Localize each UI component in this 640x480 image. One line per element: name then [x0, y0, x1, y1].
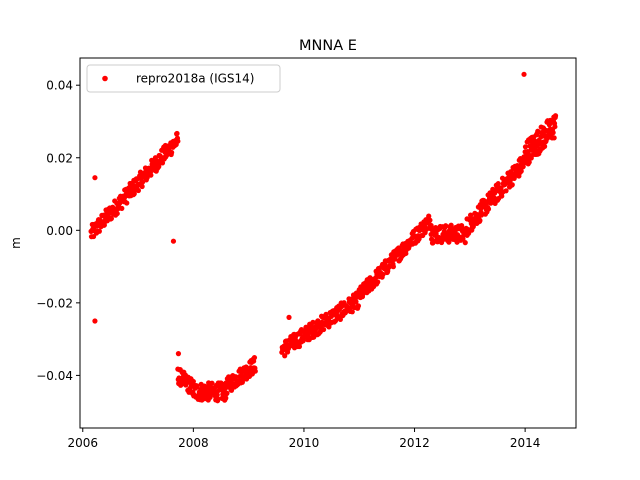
data-point [90, 233, 97, 240]
y-tick-label: 0.04 [46, 79, 73, 93]
data-point [135, 187, 142, 194]
data-point [326, 324, 332, 330]
data-point [375, 279, 381, 285]
y-axis-label: m [9, 237, 23, 249]
data-point [251, 355, 258, 361]
data-point [209, 380, 215, 386]
data-point [542, 143, 548, 149]
x-tick-label: 2012 [399, 436, 430, 450]
outlier-point [92, 175, 98, 181]
data-point [509, 182, 515, 188]
data-point [156, 163, 162, 170]
data-point [215, 396, 221, 402]
data-point [243, 364, 249, 370]
data-point [214, 392, 220, 398]
data-point [233, 374, 239, 380]
data-point [427, 217, 433, 223]
data-point [380, 271, 386, 278]
data-point [108, 215, 115, 222]
data-point [477, 217, 483, 224]
x-axis: 2006 2008 2010 2012 2014 [67, 428, 540, 450]
data-point [503, 188, 509, 194]
data-point [478, 212, 485, 218]
outlier-point [286, 314, 292, 320]
data-point [526, 159, 532, 165]
y-tick-label: 0.02 [46, 151, 73, 165]
data-point [282, 353, 288, 359]
legend-label: repro2018a (IGS14) [136, 72, 254, 86]
x-tick-label: 2010 [289, 436, 320, 450]
legend: repro2018a (IGS14) [86, 64, 281, 93]
plot-frame [79, 57, 577, 429]
data-point [552, 124, 558, 130]
data-point [349, 309, 355, 315]
data-point [252, 368, 258, 374]
data-point [321, 326, 327, 333]
data-points [88, 71, 559, 404]
data-point [223, 395, 229, 401]
data-point [355, 303, 362, 309]
outlier-point [175, 351, 182, 357]
data-point [551, 135, 557, 141]
y-tick-label: 0.00 [46, 224, 73, 238]
data-point [470, 224, 476, 230]
data-point [485, 206, 492, 212]
data-point [174, 130, 180, 137]
y-axis: −0.04 −0.02 0.00 0.02 0.04 [36, 79, 80, 383]
legend-marker [102, 75, 108, 82]
x-tick-label: 2014 [510, 436, 541, 450]
data-point [443, 223, 449, 229]
data-point [194, 384, 200, 390]
outlier-point [92, 318, 98, 324]
data-point [467, 212, 474, 218]
data-point [550, 130, 556, 136]
data-point [353, 299, 359, 305]
data-point [462, 240, 468, 246]
x-tick-label: 2008 [178, 436, 209, 450]
chart-title: MNNA E [299, 38, 357, 54]
data-point [448, 222, 454, 228]
x-tick-label: 2006 [67, 436, 98, 450]
data-point [520, 164, 526, 170]
data-point [169, 149, 175, 156]
data-point [310, 319, 316, 325]
y-tick-label: −0.02 [36, 296, 73, 310]
data-point [124, 200, 130, 206]
outlier-point [170, 238, 177, 244]
data-point [460, 236, 466, 242]
legend-box [86, 64, 281, 93]
data-point [175, 138, 181, 144]
data-point [148, 172, 154, 178]
data-point [522, 144, 529, 150]
data-point [296, 343, 303, 350]
data-point [159, 160, 166, 166]
data-point [114, 210, 120, 217]
y-tick-label: −0.04 [36, 369, 73, 383]
data-point [390, 264, 396, 270]
data-point [392, 256, 398, 262]
data-point [428, 222, 434, 229]
data-point [139, 183, 145, 190]
outlier-point [521, 71, 527, 77]
data-point [426, 213, 432, 219]
data-point [96, 228, 102, 234]
data-point [552, 113, 559, 119]
data-point [495, 181, 501, 187]
data-point [119, 205, 125, 211]
data-point [224, 390, 230, 396]
